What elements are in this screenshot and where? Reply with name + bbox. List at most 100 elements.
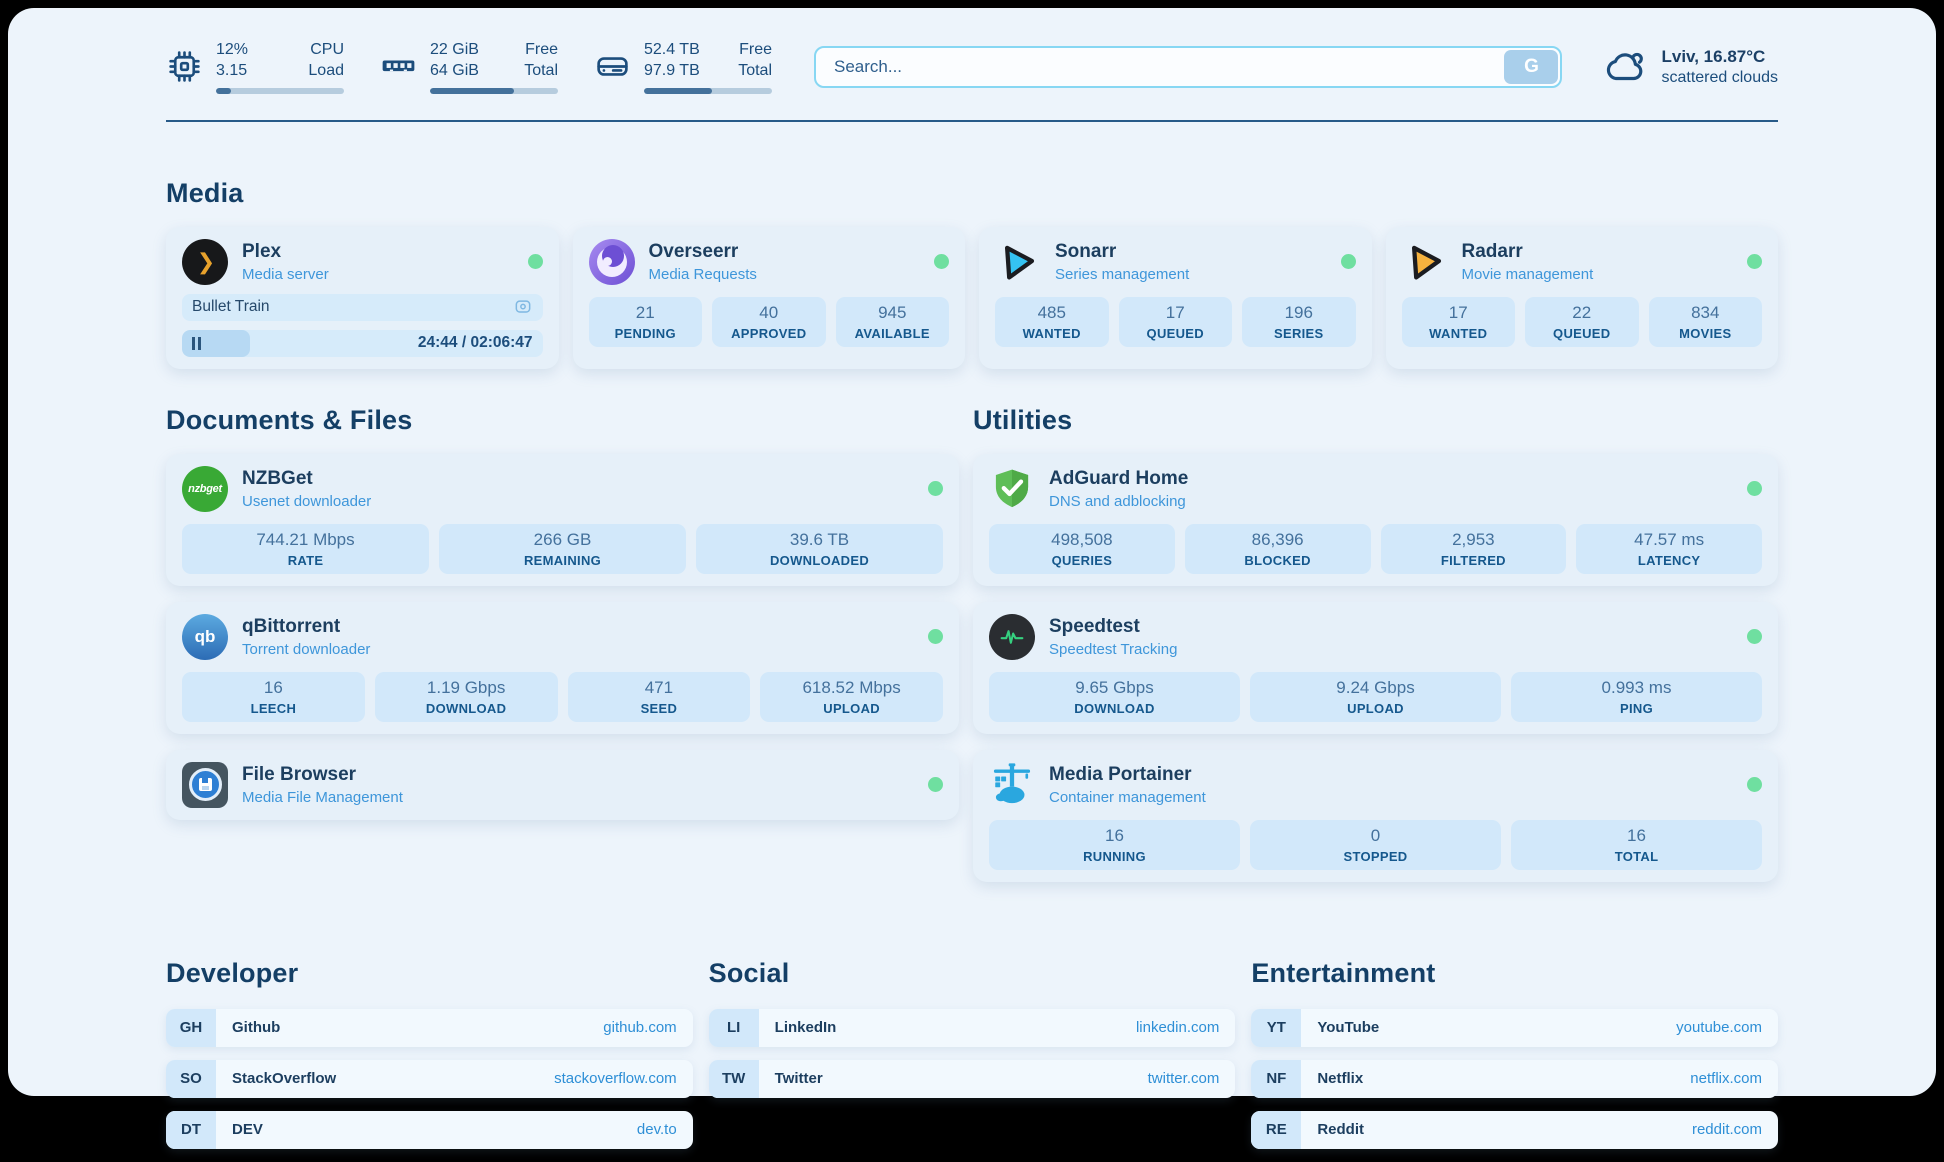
bookmark-badge: LI — [708, 1008, 759, 1047]
stat-label: RUNNING — [1083, 848, 1146, 864]
bookmark-url[interactable]: reddit.com — [1691, 1121, 1762, 1139]
stat-value: 40 — [759, 302, 779, 322]
stat-value: 618.52 Mbps — [802, 677, 901, 697]
stat-box: 9.65 Gbps DOWNLOAD — [989, 671, 1240, 722]
disk-icon — [597, 57, 628, 77]
stat-box: 618.52 Mbps UPLOAD — [760, 671, 943, 722]
stat-label: DOWNLOADED — [769, 552, 870, 568]
app-card-nzbget[interactable]: nzbget NZBGet Usenet downloader 744.21 M… — [166, 453, 959, 586]
section-title-media: Media — [166, 177, 244, 208]
app-desc: Usenet downloader — [242, 492, 372, 510]
stat-box: 0.993 ms PING — [1511, 671, 1762, 722]
app-card-plex[interactable]: ❯ Plex Media server Bullet Train — [166, 226, 559, 369]
section-title-entertainment: Entertainment — [1251, 957, 1436, 988]
app-card-speedtest[interactable]: Speedtest Speedtest Tracking 9.65 Gbps D… — [973, 601, 1778, 734]
section-title-utilities: Utilities — [973, 404, 1073, 435]
bookmark-github[interactable]: GH Github github.com — [166, 1008, 693, 1047]
section-utilities: Utilities AdGuard Home DNS and adblockin… — [973, 405, 1778, 898]
bookmark-netflix[interactable]: NF Netflix netflix.com — [1251, 1059, 1778, 1098]
bookmark-url[interactable]: stackoverflow.com — [554, 1070, 677, 1088]
video-session-icon — [515, 300, 530, 313]
stat-value: 16 — [263, 677, 283, 697]
app-card-radarr[interactable]: Radarr Movie management 17 WANTED 22 QUE… — [1385, 226, 1778, 369]
stat-value: 196 — [1284, 302, 1313, 322]
stat-value: 16 — [1105, 825, 1124, 845]
disk-free: 52.4 TB — [644, 41, 700, 58]
bookmark-url[interactable]: netflix.com — [1690, 1070, 1762, 1088]
bookmark-url[interactable]: youtube.com — [1676, 1019, 1762, 1037]
stat-label: QUERIES — [1051, 552, 1113, 568]
bookmark-reddit[interactable]: RE Reddit reddit.com — [1251, 1110, 1778, 1149]
disk-label-1: Free — [739, 41, 772, 58]
stat-value: 16 — [1627, 825, 1646, 845]
ram-total: 64 GiB — [430, 61, 479, 79]
ram-label-2: Total — [524, 61, 558, 79]
status-online-dot — [928, 629, 943, 645]
bookmark-dev[interactable]: DT DEV dev.to — [166, 1110, 693, 1149]
bookmark-url[interactable]: twitter.com — [1147, 1070, 1220, 1088]
status-online-dot — [928, 481, 943, 497]
bookmark-linkedin[interactable]: LI LinkedIn linkedin.com — [708, 1008, 1236, 1047]
stat-value: 834 — [1691, 302, 1720, 322]
app-card-sonarr[interactable]: Sonarr Series management 485 WANTED 17 Q… — [979, 226, 1372, 369]
bookmark-name: Twitter — [774, 1070, 823, 1088]
stat-box: 22 QUEUED — [1525, 296, 1639, 347]
app-name: Radarr — [1461, 240, 1523, 262]
app-card-adguard[interactable]: AdGuard Home DNS and adblocking 498,508 … — [973, 453, 1778, 586]
stat-label: MOVIES — [1679, 325, 1732, 341]
bookmark-badge: RE — [1251, 1110, 1302, 1149]
stat-label: FILTERED — [1440, 552, 1506, 568]
stat-value: 39.6 TB — [789, 529, 850, 549]
app-name: NZBGet — [242, 467, 313, 489]
stat-value: 47.57 ms — [1634, 529, 1705, 549]
section-title-social: Social — [708, 957, 790, 988]
app-card-portainer[interactable]: Media Portainer Container management 16 … — [973, 749, 1778, 882]
now-playing-row: Bullet Train — [182, 293, 543, 321]
stat-label: STOPPED — [1343, 848, 1408, 864]
search-engine-button[interactable]: G — [1504, 49, 1559, 84]
overseerr-icon — [588, 238, 635, 285]
bookmark-badge: SO — [166, 1059, 216, 1098]
bookmark-stackoverflow[interactable]: SO StackOverflow stackoverflow.com — [166, 1059, 693, 1098]
stat-box: 2,953 FILTERED — [1380, 523, 1567, 574]
nzbget-icon: nzbget — [182, 465, 228, 512]
stat-label: APPROVED — [731, 325, 807, 341]
weather-widget: Lviv, 16.87°C scattered clouds — [1602, 44, 1778, 90]
status-online-dot — [1747, 254, 1762, 270]
status-online-dot — [934, 254, 949, 270]
stat-label: PING — [1620, 700, 1653, 716]
section-documents: Documents & Files nzbget NZBGet Usenet d… — [166, 405, 959, 898]
cpu-widget: 12% 3.15 CPU Load — [166, 40, 344, 94]
stat-label: PENDING — [614, 325, 676, 341]
app-desc: Media Requests — [648, 265, 757, 283]
portainer-icon — [989, 762, 1035, 808]
bookmark-url[interactable]: github.com — [603, 1019, 677, 1037]
search-input[interactable] — [814, 45, 1563, 88]
stat-label: BLOCKED — [1244, 552, 1311, 568]
bookmark-youtube[interactable]: YT YouTube youtube.com — [1251, 1008, 1778, 1047]
cloud-icon — [1607, 52, 1644, 80]
app-name: Plex — [242, 240, 282, 262]
stat-box: 47.57 ms LATENCY — [1576, 523, 1762, 574]
stat-label: LATENCY — [1637, 552, 1701, 568]
app-card-filebrowser[interactable]: File Browser Media File Management — [166, 749, 959, 820]
app-desc: Movie management — [1461, 265, 1594, 283]
bookmark-url[interactable]: dev.to — [636, 1121, 677, 1139]
app-desc: Media File Management — [242, 788, 403, 806]
weather-condition: scattered clouds — [1661, 68, 1778, 86]
stat-box: 498,508 QUERIES — [989, 523, 1175, 574]
stat-value: 945 — [878, 302, 907, 322]
ram-icon — [382, 60, 415, 72]
stat-value: 498,508 — [1051, 529, 1113, 549]
stat-label: RATE — [287, 552, 324, 568]
section-title-documents: Documents & Files — [166, 404, 413, 435]
app-card-qbittorrent[interactable]: qb qBittorrent Torrent downloader 16 LEE… — [166, 601, 959, 734]
stat-value: 21 — [635, 302, 655, 322]
ram-label-1: Free — [525, 41, 558, 58]
bookmark-url[interactable]: linkedin.com — [1135, 1019, 1220, 1037]
app-name: Speedtest — [1049, 615, 1140, 637]
search-bar: G — [814, 45, 1563, 88]
bookmark-twitter[interactable]: TW Twitter twitter.com — [708, 1059, 1236, 1098]
app-card-overseerr[interactable]: Overseerr Media Requests 21 PENDING 40 A… — [572, 226, 965, 369]
stat-label: LEECH — [250, 700, 297, 716]
